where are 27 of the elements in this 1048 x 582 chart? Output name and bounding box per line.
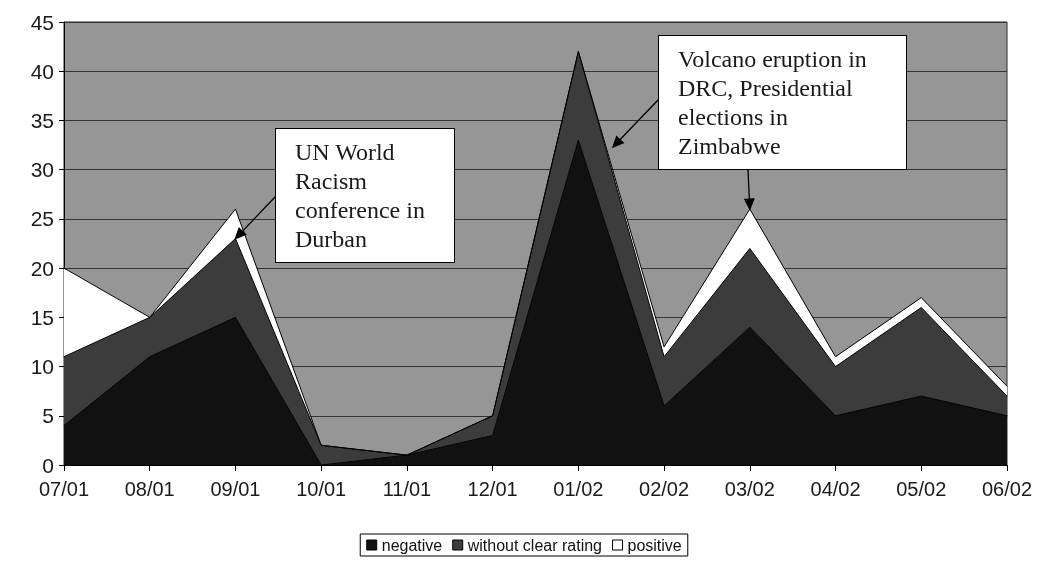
y-tick-label: 30 xyxy=(30,158,54,182)
x-tick-label: 09/01 xyxy=(210,478,261,500)
x-tick-label: 06/02 xyxy=(981,478,1033,500)
y-tick-label: 35 xyxy=(30,108,54,132)
x-tick-label: 04/02 xyxy=(810,478,861,500)
x-tick-label: 05/02 xyxy=(896,478,947,500)
x-tick-label: 10/01 xyxy=(296,478,347,500)
y-tick-label: 25 xyxy=(30,207,54,231)
y-tick-label: 5 xyxy=(42,404,54,428)
annotation: Volcano eruption in DRC, Presidential elections in Zimbabwe xyxy=(658,35,907,170)
legend-label: negative xyxy=(381,536,443,554)
y-tick-label: 45 xyxy=(30,10,54,34)
x-tick-label: 08/01 xyxy=(124,478,175,500)
legend-label: without clear rating xyxy=(466,536,603,554)
annotation: UN World Racism conference in Durban xyxy=(275,128,455,263)
x-tick-label: 01/02 xyxy=(553,478,604,500)
y-tick-label: 0 xyxy=(42,453,54,477)
x-tick-label: 11/01 xyxy=(382,478,432,500)
y-tick-label: 20 xyxy=(30,256,54,280)
x-tick-label: 02/02 xyxy=(639,478,690,500)
x-tick-label: 12/01 xyxy=(467,478,518,500)
legend-label: positive xyxy=(627,536,682,554)
x-tick-label: 07/01 xyxy=(38,478,90,500)
y-tick-label: 15 xyxy=(30,305,54,329)
x-tick-label: 03/02 xyxy=(724,478,775,500)
y-tick-label: 10 xyxy=(30,355,54,379)
y-tick-label: 40 xyxy=(30,59,54,83)
